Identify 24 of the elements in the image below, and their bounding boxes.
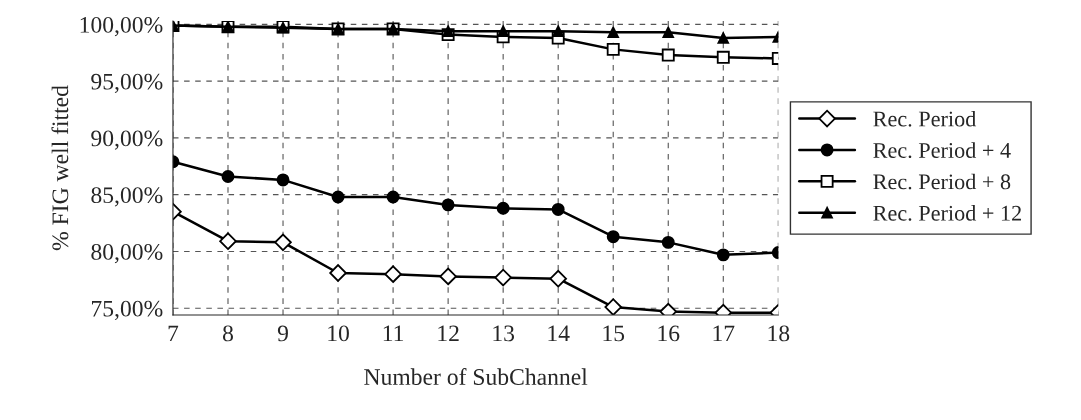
x-axis-title: Number of SubChannel <box>364 368 588 385</box>
legend-label: Rec. Period <box>873 110 977 127</box>
x-tick-label: 10 <box>328 325 349 342</box>
x-tick-label: 13 <box>493 325 515 342</box>
y-axis-title: % FIG well fitted <box>51 85 69 251</box>
x-tick-label: 14 <box>548 325 570 342</box>
x-tick-label: 17 <box>713 325 735 342</box>
x-tick-label: 11 <box>383 325 404 342</box>
y-tick-label: 75,00% <box>92 300 163 321</box>
x-tick-label: 8 <box>222 325 233 342</box>
legend-label: Rec. Period + 4 <box>873 142 1011 159</box>
y-tick-label: 85,00% <box>91 187 163 207</box>
y-tick-label: 100,00% <box>80 16 163 37</box>
legend-label: Rec. Period + 8 <box>873 173 1011 190</box>
x-tick-label: 9 <box>277 325 288 342</box>
x-tick-label: 12 <box>438 325 459 342</box>
y-tick-label: 95,00% <box>91 73 163 93</box>
legend-label: Rec. Period + 12 <box>873 205 1021 221</box>
y-tick-label: 80,00% <box>91 243 163 264</box>
y-tick-label: 90,00% <box>91 130 163 150</box>
x-tick-label: 15 <box>603 325 625 342</box>
x-tick-label: 16 <box>658 325 680 342</box>
x-tick-label: 7 <box>168 325 179 342</box>
x-tick-label: 18 <box>768 325 790 342</box>
